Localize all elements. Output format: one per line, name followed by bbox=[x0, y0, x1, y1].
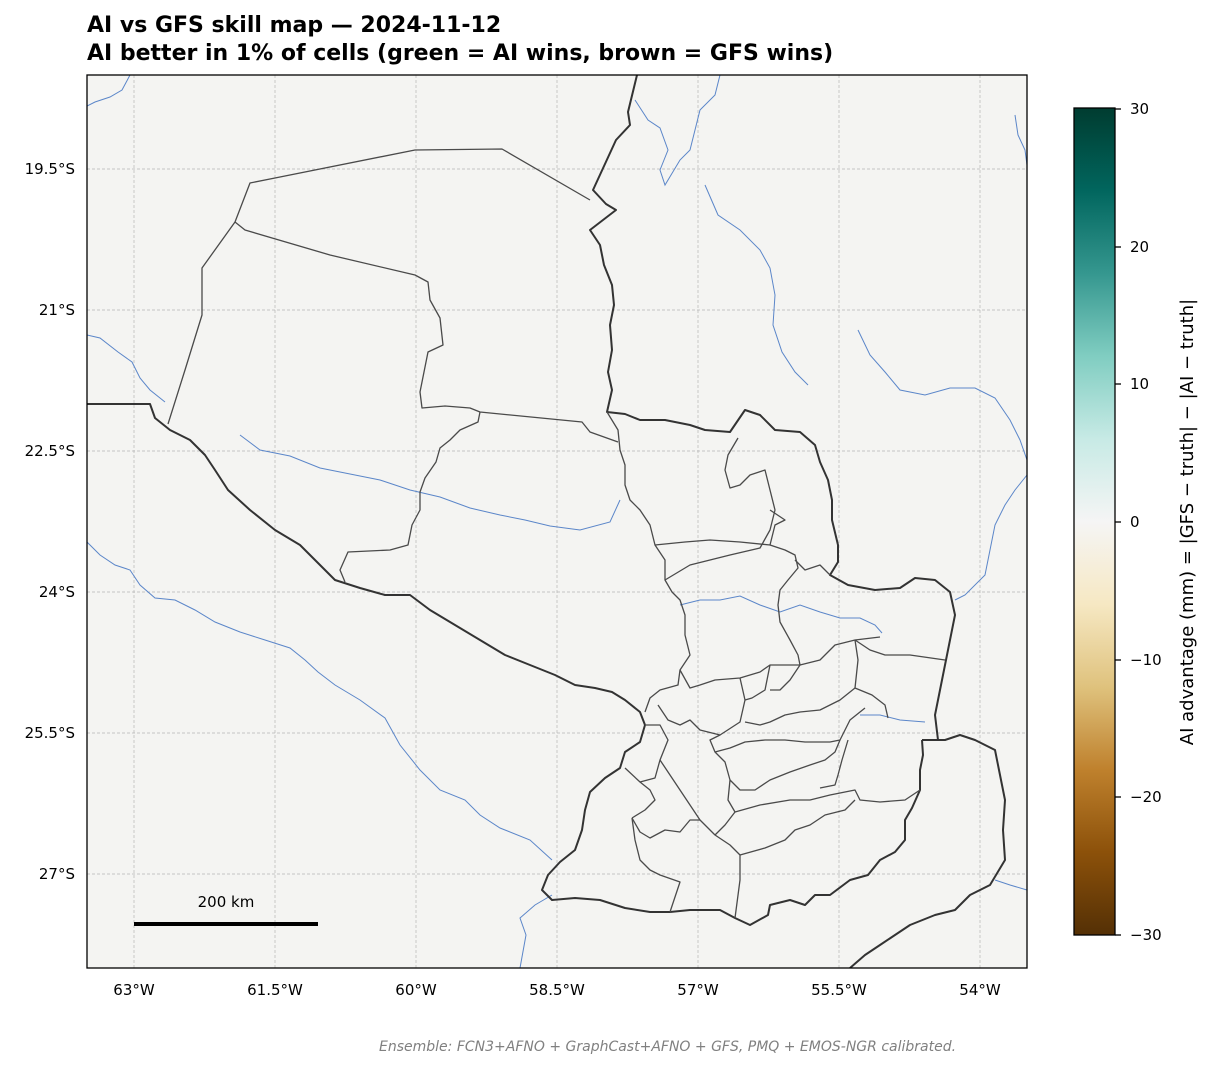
colorbar-tick: 0 bbox=[1130, 513, 1140, 531]
footnote: Ensemble: FCN3+AFNO + GraphCast+AFNO + G… bbox=[379, 1039, 957, 1055]
lat-tick: 22.5°S bbox=[25, 442, 75, 460]
lat-tick: 24°S bbox=[39, 583, 75, 601]
map-gridlines bbox=[87, 75, 1027, 968]
colorbar: 30 20 10 0 −10 −20 −30 AI advantage (mm)… bbox=[1073, 100, 1198, 944]
lat-tick: 21°S bbox=[39, 301, 75, 319]
lon-tick: 61.5°W bbox=[247, 981, 303, 999]
scale-bar-label: 200 km bbox=[198, 893, 255, 911]
lon-tick: 58.5°W bbox=[529, 981, 585, 999]
colorbar-tick: 20 bbox=[1130, 238, 1149, 256]
colorbar-tick: −10 bbox=[1130, 651, 1162, 669]
lon-tick: 63°W bbox=[113, 981, 155, 999]
lon-tick: 54°W bbox=[959, 981, 1001, 999]
lon-tick: 60°W bbox=[395, 981, 437, 999]
colorbar-tick: 10 bbox=[1130, 375, 1149, 393]
colorbar-gradient bbox=[1073, 107, 1116, 936]
lat-tick: 19.5°S bbox=[25, 160, 75, 178]
lon-tick: 57°W bbox=[677, 981, 719, 999]
colorbar-tick: −20 bbox=[1130, 788, 1162, 806]
lat-tick-labels: 19.5°S 21°S 22.5°S 24°S 25.5°S 27°S bbox=[25, 160, 75, 883]
colorbar-label: AI advantage (mm) = |GFS − truth| − |AI … bbox=[1177, 299, 1198, 745]
map-frame bbox=[86, 74, 1028, 969]
colorbar-tick: 30 bbox=[1130, 100, 1149, 118]
admin-borders bbox=[167, 148, 946, 919]
rivers bbox=[87, 75, 1027, 968]
lon-tick: 55.5°W bbox=[811, 981, 867, 999]
lat-tick: 25.5°S bbox=[25, 724, 75, 742]
map-subtitle: AI better in 1% of cells (green = AI win… bbox=[87, 41, 834, 66]
international-borders bbox=[87, 75, 1006, 968]
lon-tick-labels: 63°W 61.5°W 60°W 58.5°W 57°W 55.5°W 54°W bbox=[113, 981, 1001, 999]
map-title: AI vs GFS skill map — 2024-11-12 bbox=[87, 13, 502, 38]
colorbar-tick: −30 bbox=[1130, 926, 1162, 944]
lat-tick: 27°S bbox=[39, 865, 75, 883]
